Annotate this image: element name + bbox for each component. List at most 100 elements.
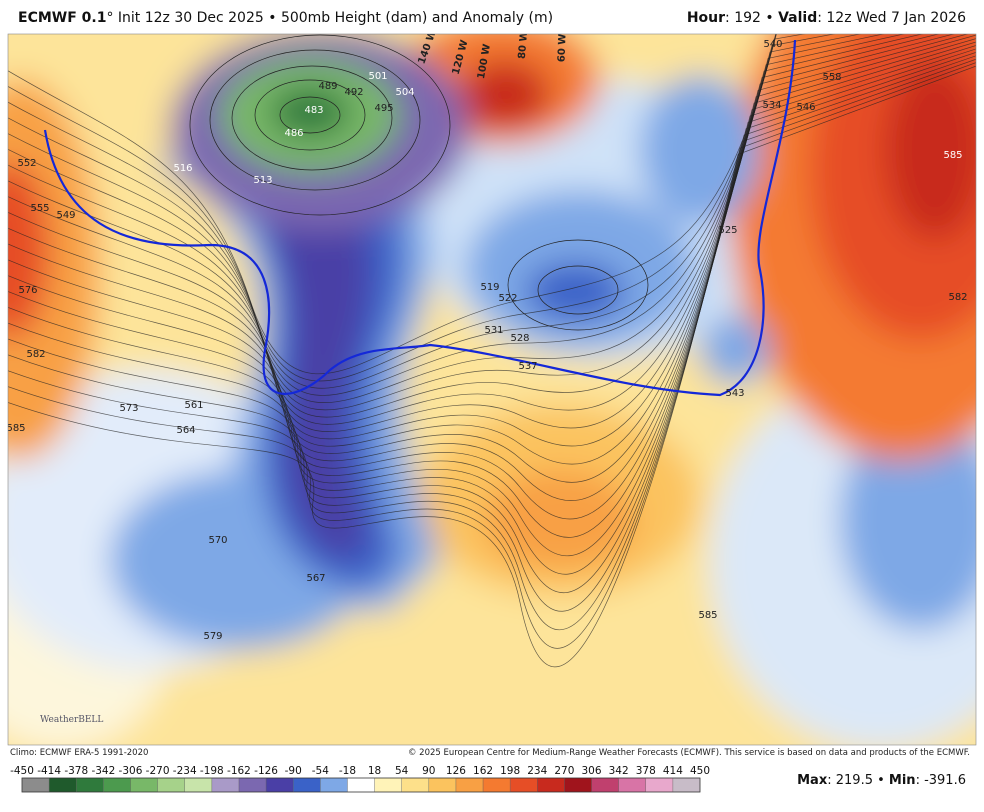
- colorbar-label: 198: [500, 765, 520, 777]
- colorbar-swatch: [455, 778, 484, 792]
- contour-label: 561: [184, 400, 203, 411]
- colorbar-label: 378: [636, 765, 656, 777]
- contour-label: 564: [176, 425, 195, 436]
- longitude-label: 60 W: [557, 34, 569, 63]
- colorbar-swatch: [103, 778, 131, 792]
- header-left: ECMWF 0.1° Init 12z 30 Dec 2025 • 500mb …: [18, 10, 553, 26]
- colorbar-label: 342: [609, 765, 629, 777]
- contour-line: [8, 34, 885, 418]
- contour-line: [8, 34, 976, 501]
- colorbar-label: 18: [368, 765, 381, 777]
- contour-label: 537: [518, 361, 537, 372]
- colorbar-label: -342: [91, 765, 115, 777]
- contour-line: [8, 34, 862, 411]
- contour-ring: [209, 49, 421, 191]
- min-label: Min: [889, 773, 916, 788]
- contour-line: [8, 34, 955, 465]
- colorbar-label: 414: [663, 765, 683, 777]
- contour-line: [8, 34, 940, 447]
- contour-label: 585: [698, 610, 717, 621]
- run-description: ° Init 12z 30 Dec 2025 • 500mb Height (d…: [106, 10, 553, 26]
- contour-label: 552: [17, 158, 36, 169]
- valid-text: : 12z Wed 7 Jan 2026: [817, 10, 966, 26]
- contour-line: [8, 41, 976, 538]
- colorbar-swatch: [266, 778, 294, 792]
- contour-ring: [254, 79, 366, 151]
- contour-label: 585: [6, 423, 25, 434]
- contour-label: 486: [284, 128, 303, 139]
- contour-line: [8, 34, 806, 396]
- colorbar-swatch: [76, 778, 104, 792]
- hour-text: : 192 •: [725, 10, 778, 26]
- contour-label: 489: [318, 81, 337, 92]
- contour-label: 483: [304, 105, 323, 116]
- contour-label: 516: [173, 163, 192, 174]
- contour-label: 522: [498, 293, 517, 304]
- hour-label: Hour: [687, 10, 725, 26]
- colorbar-label: -270: [146, 765, 170, 777]
- colorbar-label: -54: [312, 765, 329, 777]
- longitude-label: 80 W: [517, 30, 530, 59]
- contour-label: 543: [725, 388, 744, 399]
- contour-label: 501: [368, 71, 387, 82]
- contour-label: 531: [484, 325, 503, 336]
- colorbar-swatch: [374, 778, 402, 792]
- colorbar-swatch: [591, 778, 619, 792]
- stats: Max: 219.5 • Min: -391.6: [797, 773, 966, 788]
- contour-label: 579: [203, 631, 222, 642]
- colorbar-label: -234: [173, 765, 197, 777]
- contour-label: 504: [395, 87, 414, 98]
- 540-dam-line: [43, 39, 797, 397]
- colorbar-swatch: [645, 778, 673, 792]
- contour-label: 534: [762, 100, 781, 111]
- colorbar-label: 162: [473, 765, 493, 777]
- colorbar-label: 54: [395, 765, 409, 777]
- colorbar-swatch: [49, 778, 77, 792]
- colorbar-swatch: [22, 778, 50, 792]
- contour-line: [8, 52, 976, 593]
- colorbar-swatch: [564, 778, 592, 792]
- contour-line: [8, 62, 976, 649]
- contour-line: [8, 48, 976, 575]
- min-value: -391.6: [924, 773, 966, 788]
- contour-line: [8, 34, 836, 403]
- colorbar-label: 234: [527, 765, 547, 777]
- contour-label: 492: [344, 87, 363, 98]
- colorbar-label: -90: [285, 765, 302, 777]
- contour-label: 513: [253, 175, 272, 186]
- colorbar-label: 306: [581, 765, 601, 777]
- copyright-note: © 2025 European Centre for Medium-Range …: [408, 748, 970, 758]
- colorbar-swatch: [157, 778, 185, 792]
- climo-note: Climo: ECMWF ERA-5 1991-2020: [10, 748, 148, 758]
- map-frame: [7, 33, 977, 746]
- colorbar-label: 450: [690, 765, 710, 777]
- colon: :: [916, 773, 925, 788]
- contour-line: [8, 34, 777, 389]
- contour-line: [8, 45, 976, 557]
- contour-line: [8, 34, 777, 375]
- colorbar-label: -162: [227, 765, 251, 777]
- contour-line: [8, 34, 906, 425]
- contour-line: [8, 65, 976, 668]
- colorbar-swatch: [483, 778, 511, 792]
- contour-label: 567: [306, 573, 325, 584]
- colorbar-label: -450: [10, 765, 34, 777]
- max-value: 219.5: [836, 773, 873, 788]
- contour-label: 495: [374, 103, 393, 114]
- contour-label: 540: [763, 39, 782, 50]
- colon: :: [827, 773, 836, 788]
- colorbar-swatch: [347, 778, 375, 792]
- colorbar-swatch: [428, 778, 456, 792]
- contour-line: [8, 34, 969, 483]
- contour-line: [8, 38, 976, 520]
- contour-label: 573: [119, 403, 138, 414]
- colorbar-swatch: [238, 778, 267, 792]
- colorbar-swatch: [184, 778, 212, 792]
- contour-ring: [189, 34, 451, 216]
- contour-label: 525: [718, 225, 737, 236]
- contour-label: 519: [480, 282, 499, 293]
- contour-ring: [279, 96, 341, 134]
